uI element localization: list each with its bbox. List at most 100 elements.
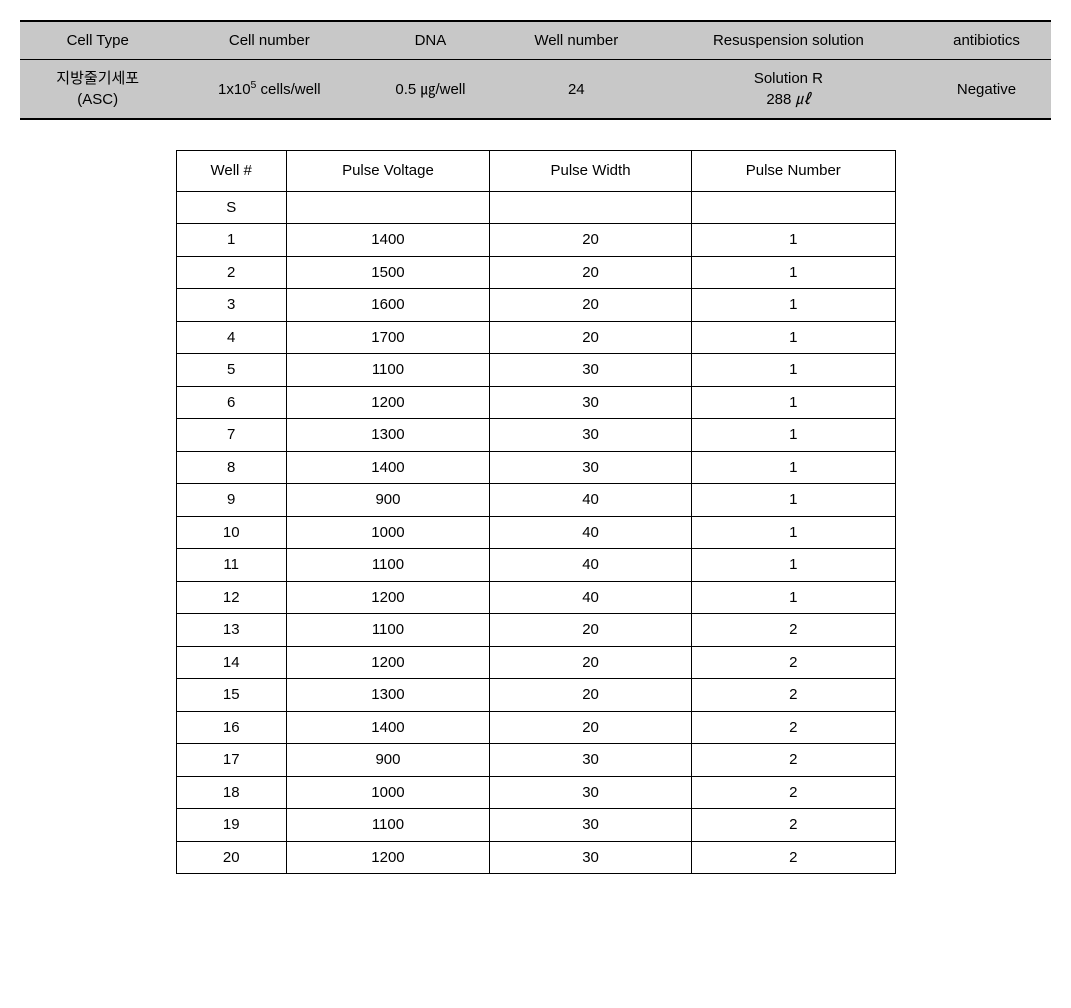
resuspension-line1: Solution R: [754, 70, 823, 87]
cell-width: 30: [490, 386, 692, 419]
cell-voltage: 1100: [286, 614, 489, 647]
pulse-data-table: Well # Pulse Voltage Pulse Width Pulse N…: [176, 150, 896, 874]
value-well-number: 24: [498, 60, 655, 120]
cell-number: [692, 191, 895, 224]
cell-number: 1: [692, 451, 895, 484]
cell-number: 2: [692, 679, 895, 712]
cell-well: 16: [176, 711, 286, 744]
cell-voltage: [286, 191, 489, 224]
cell-voltage: 1200: [286, 386, 489, 419]
header-table-header-row: Cell Type Cell number DNA Well number Re…: [20, 21, 1051, 60]
table-row: 71300301: [176, 419, 895, 452]
pulse-data-table-wrapper: Well # Pulse Voltage Pulse Width Pulse N…: [20, 150, 1051, 874]
dna-value: 0.5: [395, 81, 420, 98]
cell-well: 11: [176, 549, 286, 582]
cell-number: 2: [692, 809, 895, 842]
cell-width: 40: [490, 581, 692, 614]
cell-voltage: 1000: [286, 776, 489, 809]
value-antibiotics: Negative: [922, 60, 1051, 120]
cell-number: 1: [692, 256, 895, 289]
cell-voltage: 900: [286, 744, 489, 777]
cell-number: 2: [692, 841, 895, 874]
cell-voltage: 1400: [286, 224, 489, 257]
cell-number-prefix: 1x10: [218, 81, 251, 98]
cell-well: 18: [176, 776, 286, 809]
cell-number-suffix: cells/well: [256, 81, 320, 98]
cell-number: 2: [692, 646, 895, 679]
cell-voltage: 1100: [286, 354, 489, 387]
table-row: 131100202: [176, 614, 895, 647]
cell-well: 20: [176, 841, 286, 874]
cell-well: 17: [176, 744, 286, 777]
header-antibiotics: antibiotics: [922, 21, 1051, 60]
table-row: S: [176, 191, 895, 224]
cell-width: 40: [490, 516, 692, 549]
header-cell-number: Cell number: [175, 21, 363, 60]
cell-voltage: 1400: [286, 711, 489, 744]
cell-well: 9: [176, 484, 286, 517]
cell-number: 1: [692, 484, 895, 517]
header-resuspension-text: Resuspension solution: [713, 32, 864, 49]
table-row: 41700201: [176, 321, 895, 354]
cell-width: 30: [490, 744, 692, 777]
cell-well: S: [176, 191, 286, 224]
cell-width: 20: [490, 289, 692, 322]
resuspension-line2-value: 288: [766, 91, 795, 108]
cell-voltage: 1100: [286, 549, 489, 582]
value-resuspension: Solution R 288 ㎕: [655, 60, 922, 120]
resuspension-line2-unit: ㎕: [796, 91, 811, 108]
value-cell-number: 1x105 cells/well: [175, 60, 363, 120]
header-dna: DNA: [363, 21, 497, 60]
table-row: 101000401: [176, 516, 895, 549]
table-row: 191100302: [176, 809, 895, 842]
cell-well: 3: [176, 289, 286, 322]
cell-well: 5: [176, 354, 286, 387]
cell-width: 40: [490, 549, 692, 582]
header-cell-type: Cell Type: [20, 21, 175, 60]
experiment-params-table: Cell Type Cell number DNA Well number Re…: [20, 20, 1051, 120]
col-voltage-header: Pulse Voltage: [286, 151, 489, 192]
cell-voltage: 900: [286, 484, 489, 517]
cell-number: 1: [692, 321, 895, 354]
table-row: 201200302: [176, 841, 895, 874]
cell-number: 2: [692, 711, 895, 744]
col-well-header: Well #: [176, 151, 286, 192]
cell-width: 20: [490, 256, 692, 289]
cell-well: 14: [176, 646, 286, 679]
table-row: 31600201: [176, 289, 895, 322]
cell-well: 12: [176, 581, 286, 614]
table-row: 81400301: [176, 451, 895, 484]
cell-width: 30: [490, 419, 692, 452]
cell-number: 1: [692, 419, 895, 452]
cell-voltage: 1000: [286, 516, 489, 549]
cell-number: 1: [692, 581, 895, 614]
value-dna: 0.5 ㎍/well: [363, 60, 497, 120]
cell-well: 6: [176, 386, 286, 419]
data-table-header-row: Well # Pulse Voltage Pulse Width Pulse N…: [176, 151, 895, 192]
table-row: 51100301: [176, 354, 895, 387]
table-row: 111100401: [176, 549, 895, 582]
table-row: 21500201: [176, 256, 895, 289]
cell-number: 1: [692, 354, 895, 387]
cell-well: 19: [176, 809, 286, 842]
cell-number: 2: [692, 776, 895, 809]
cell-number: 1: [692, 549, 895, 582]
cell-number: 1: [692, 224, 895, 257]
header-resuspension: Resuspension solution: [655, 21, 922, 60]
table-row: 121200401: [176, 581, 895, 614]
value-cell-type: 지방줄기세포 (ASC): [20, 60, 175, 120]
cell-well: 7: [176, 419, 286, 452]
cell-width: 20: [490, 321, 692, 354]
table-row: 17900302: [176, 744, 895, 777]
data-rows-body: S114002012150020131600201417002015110030…: [176, 191, 895, 874]
cell-well: 1: [176, 224, 286, 257]
cell-voltage: 1200: [286, 646, 489, 679]
cell-width: 30: [490, 809, 692, 842]
cell-voltage: 1400: [286, 451, 489, 484]
cell-well: 13: [176, 614, 286, 647]
col-number-header-text: Pulse Number: [746, 162, 841, 179]
cell-voltage: 1700: [286, 321, 489, 354]
col-number-header: Pulse Number: [692, 151, 895, 192]
table-row: 61200301: [176, 386, 895, 419]
table-row: 161400202: [176, 711, 895, 744]
